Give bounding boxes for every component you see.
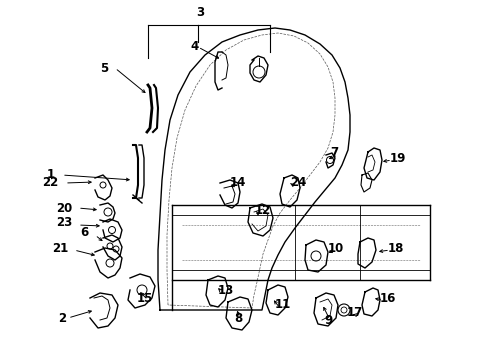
Text: 6: 6 [80,225,88,238]
Text: 23: 23 [56,216,72,230]
Text: 2: 2 [58,311,66,324]
Text: 21: 21 [52,242,68,255]
Text: 14: 14 [230,176,246,189]
Text: 19: 19 [390,152,406,165]
Text: 4: 4 [190,40,198,54]
Text: 24: 24 [290,176,306,189]
Text: 7: 7 [330,145,338,158]
Text: 22: 22 [42,176,58,189]
Text: 17: 17 [347,306,363,320]
Text: 12: 12 [255,203,271,216]
Text: 10: 10 [328,242,344,255]
Text: 15: 15 [137,292,153,305]
Text: 20: 20 [56,202,72,215]
Text: 9: 9 [324,314,332,327]
Text: 1: 1 [47,168,55,181]
Text: 16: 16 [380,292,396,305]
Text: 3: 3 [196,5,204,18]
Text: 5: 5 [100,62,108,75]
Text: 13: 13 [218,284,234,297]
Text: 18: 18 [388,242,404,255]
Text: 11: 11 [275,298,291,311]
Text: 8: 8 [234,311,242,324]
